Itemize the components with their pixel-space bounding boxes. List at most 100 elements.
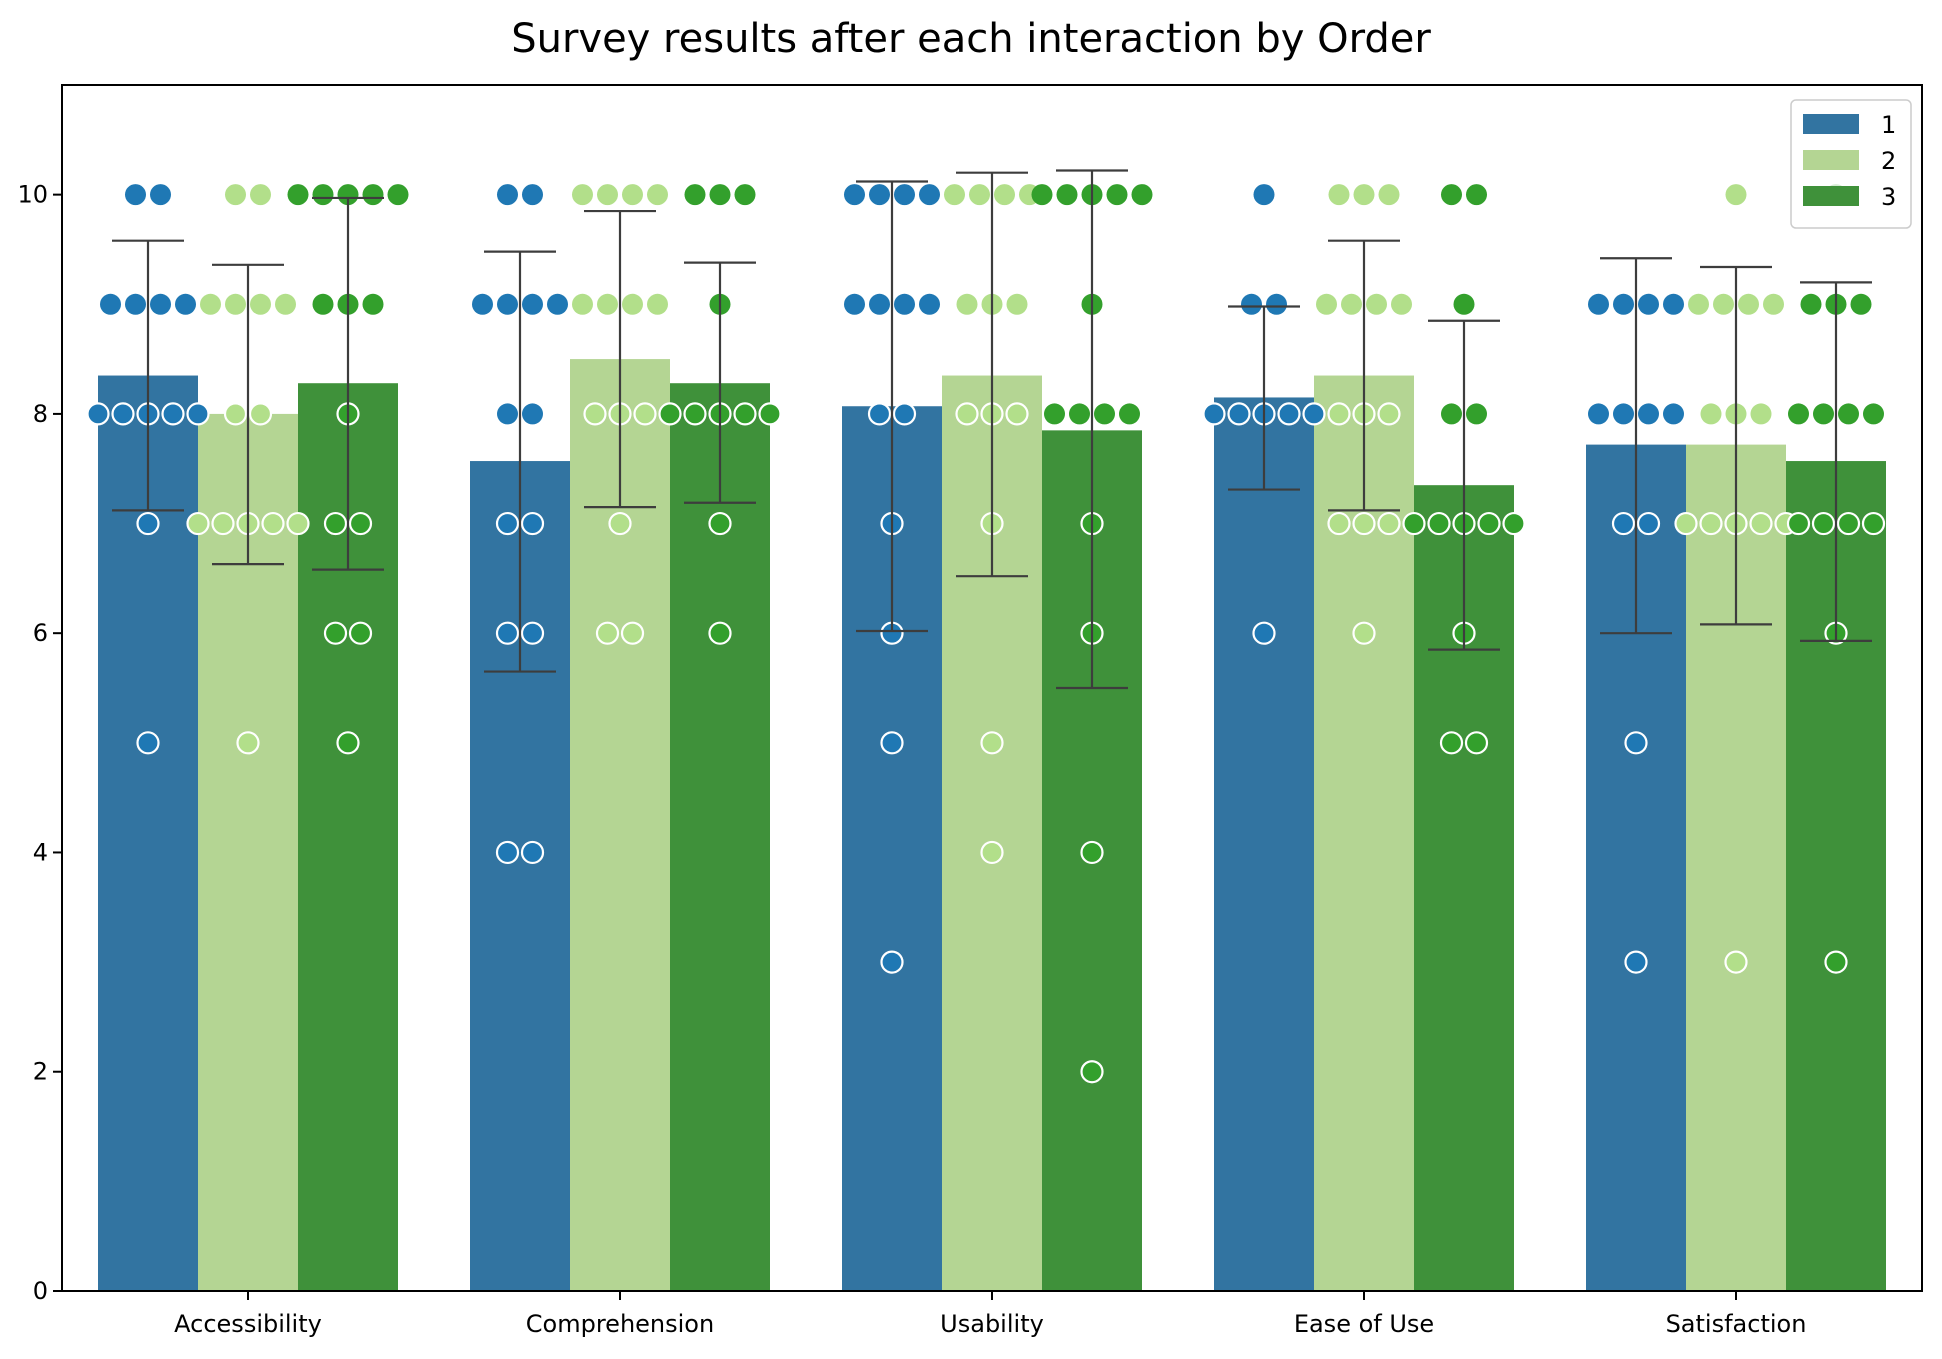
- data-point: [1788, 403, 1809, 425]
- x-tick-label: Usability: [940, 1310, 1044, 1338]
- data-point: [472, 293, 493, 315]
- error-bar: [1700, 265, 1772, 626]
- data-point: [1502, 511, 1526, 536]
- data-point: [583, 402, 607, 426]
- data-point: [136, 511, 160, 536]
- data-point: [969, 184, 990, 206]
- data-point: [1202, 402, 1226, 426]
- data-point: [867, 402, 892, 426]
- data-point: [1700, 403, 1722, 425]
- error-bar: [1428, 319, 1500, 651]
- y-tick-label: 6: [33, 619, 48, 647]
- data-point: [1266, 293, 1287, 315]
- data-point: [522, 293, 543, 315]
- data-point: [708, 511, 732, 536]
- data-point: [348, 511, 373, 536]
- data-point: [186, 402, 210, 426]
- data-point: [323, 621, 348, 645]
- y-tick-label: 4: [33, 838, 48, 866]
- data-point: [150, 293, 171, 315]
- data-point: [595, 621, 620, 645]
- data-point: [1241, 293, 1262, 315]
- data-point: [1441, 403, 1462, 425]
- data-point: [880, 950, 904, 974]
- data-point: [186, 511, 210, 536]
- data-point: [1352, 621, 1376, 645]
- data-point: [1439, 731, 1464, 755]
- error-bar: [212, 263, 284, 566]
- legend-swatch: [1803, 114, 1859, 134]
- error-bar: [684, 261, 756, 504]
- error-bar: [312, 196, 384, 571]
- data-point: [894, 293, 915, 315]
- data-point: [1277, 402, 1301, 426]
- data-point: [919, 184, 940, 206]
- data-point: [880, 731, 904, 755]
- data-point: [1252, 621, 1276, 645]
- data-point: [1352, 511, 1376, 536]
- chart-title: Survey results after each interaction by…: [511, 16, 1431, 62]
- data-point: [336, 731, 360, 755]
- legend-label: 2: [1881, 147, 1896, 175]
- data-point: [708, 621, 732, 645]
- data-point: [1328, 184, 1350, 206]
- data-point: [919, 293, 940, 315]
- data-point: [1327, 511, 1351, 536]
- data-point: [1441, 184, 1462, 206]
- data-point: [1636, 511, 1661, 536]
- data-point: [200, 293, 221, 315]
- y-tick-label: 8: [33, 400, 48, 428]
- data-point: [1453, 293, 1475, 315]
- legend-swatch: [1803, 150, 1859, 170]
- data-point: [1749, 511, 1773, 536]
- data-point: [1377, 511, 1401, 536]
- data-point: [1253, 184, 1275, 206]
- data-point: [1327, 402, 1351, 426]
- data-point: [844, 293, 865, 315]
- data-point: [633, 402, 657, 426]
- data-point: [547, 293, 568, 315]
- data-point: [1477, 511, 1501, 536]
- data-point: [337, 184, 359, 206]
- data-point: [1836, 511, 1861, 536]
- data-point: [684, 184, 706, 206]
- data-point: [362, 184, 384, 206]
- data-point: [225, 184, 246, 206]
- data-point: [597, 293, 618, 315]
- data-point: [1106, 184, 1128, 206]
- data-point: [362, 293, 384, 315]
- data-point: [647, 184, 668, 206]
- data-point: [1044, 403, 1065, 425]
- data-point: [1824, 950, 1848, 974]
- data-point: [980, 731, 1004, 755]
- data-point: [1613, 403, 1634, 425]
- data-point: [495, 511, 520, 536]
- data-point: [1813, 403, 1834, 425]
- data-point: [161, 402, 185, 426]
- data-point: [622, 184, 643, 206]
- data-point: [136, 731, 160, 755]
- error-bar: [484, 250, 556, 673]
- data-point: [1725, 184, 1747, 206]
- data-point: [869, 293, 890, 315]
- bar-ease-of-use-series-1: [1214, 397, 1314, 1291]
- data-point: [150, 184, 171, 206]
- data-point: [323, 511, 348, 536]
- error-bar: [956, 171, 1028, 578]
- data-point: [1663, 293, 1684, 315]
- data-point: [1750, 403, 1772, 425]
- data-point: [1811, 511, 1836, 536]
- data-point: [1464, 731, 1489, 755]
- data-point: [225, 293, 246, 315]
- data-point: [211, 511, 235, 536]
- data-point: [1119, 403, 1140, 425]
- data-point: [1402, 511, 1426, 536]
- y-tick-label: 10: [17, 181, 48, 209]
- data-point: [620, 621, 645, 645]
- data-point: [622, 293, 643, 315]
- legend-swatch: [1803, 186, 1859, 206]
- data-point: [647, 293, 668, 315]
- data-point: [1227, 402, 1251, 426]
